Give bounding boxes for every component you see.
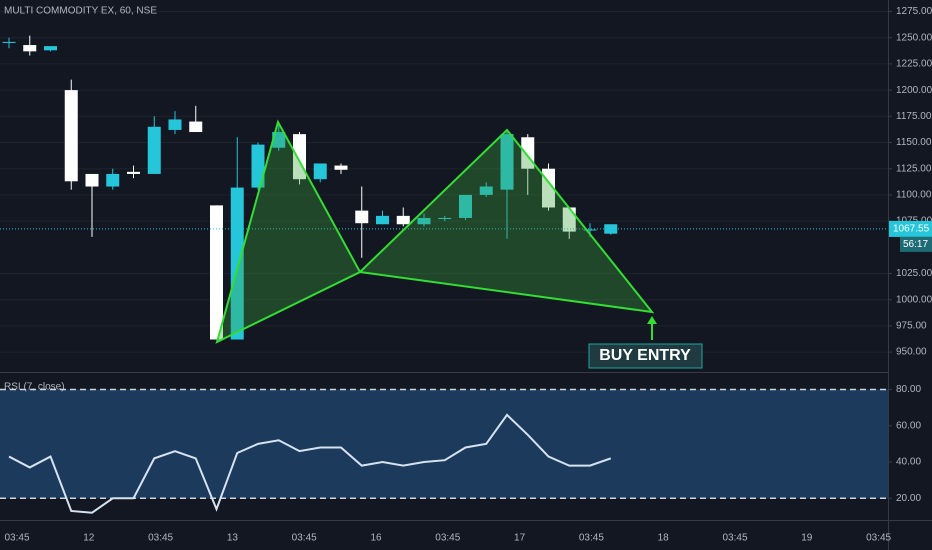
y-tick-label: 1150.00 — [896, 137, 932, 148]
last-price-tag — [889, 220, 932, 237]
candle-body — [479, 186, 493, 195]
y-tick-label: 1175.00 — [896, 111, 932, 122]
x-tick-label: 17 — [514, 533, 526, 544]
candle-body — [459, 194, 472, 218]
candle-body — [251, 144, 265, 188]
y-tick-label: 950.00 — [896, 347, 927, 358]
y-tick-label: 1200.00 — [896, 85, 932, 96]
candle-body — [44, 46, 57, 51]
candle-body — [583, 229, 597, 231]
x-tick-label: 03:45 — [4, 533, 29, 544]
x-tick-label: 16 — [370, 533, 382, 544]
y-tick-label: 80.00 — [896, 384, 921, 395]
candle-body — [189, 121, 203, 133]
candle-body — [147, 126, 161, 174]
countdown: 56:17 — [903, 239, 928, 250]
candle-body — [355, 210, 369, 224]
x-tick-label: 12 — [83, 533, 95, 544]
candle-body — [127, 171, 140, 174]
y-tick-label: 40.00 — [896, 457, 921, 468]
candle-body — [272, 132, 286, 148]
x-tick-label: 18 — [658, 533, 670, 544]
y-tick-label: 20.00 — [896, 493, 921, 504]
candle-body — [334, 165, 348, 170]
y-tick-label: 1225.00 — [896, 59, 932, 70]
candle-body — [376, 215, 389, 225]
candle-body — [604, 224, 618, 234]
annotation: BUY ENTRY — [599, 347, 691, 364]
y-tick-label: 1000.00 — [896, 294, 932, 305]
candle-body — [85, 173, 99, 187]
rsi-band — [0, 389, 888, 499]
x-tick-label: 03:45 — [722, 533, 747, 544]
rsi-line — [8, 413, 612, 514]
candle-body — [23, 45, 37, 52]
x-tick-label: 19 — [801, 533, 813, 544]
y-tick-label: 1100.00 — [896, 190, 932, 201]
y-tick-label: 1025.00 — [896, 268, 932, 279]
candle-body — [230, 187, 244, 340]
candle-body — [210, 205, 223, 340]
y-tick-label: 975.00 — [896, 321, 927, 332]
last-price-label: 1067.55 — [893, 224, 930, 235]
rsi-title: RSI (7, close) — [4, 382, 65, 393]
harmonic-pattern: BUY ENTRY — [215, 119, 703, 369]
x-tick-label: 03:45 — [579, 533, 604, 544]
countdown-tag — [900, 236, 932, 252]
candle-body — [313, 163, 327, 180]
y-tick-label: 1125.00 — [896, 163, 932, 174]
grid — [0, 11, 888, 499]
x-tick-label: 03:45 — [435, 533, 460, 544]
pattern-triangle — [357, 128, 655, 314]
pattern-triangle — [215, 119, 362, 344]
candle-body — [2, 41, 16, 43]
candle-body — [64, 90, 78, 182]
candle-body — [396, 215, 410, 225]
x-tick-label: 03:45 — [292, 533, 317, 544]
y-tick-label: 1275.00 — [896, 6, 932, 17]
candle-body — [168, 119, 182, 130]
candle-body — [438, 217, 452, 220]
chart-title: MULTI COMMODITY EX, 60, NSE — [4, 6, 157, 17]
candle-body — [500, 134, 514, 190]
candle-body — [417, 217, 431, 225]
x-tick-label: 13 — [227, 533, 239, 544]
y-tick-label: 1250.00 — [896, 32, 932, 43]
y-tick-label: 60.00 — [896, 420, 921, 431]
candle-body — [106, 173, 120, 187]
annotation-box — [588, 343, 703, 369]
arrow-head — [647, 316, 657, 324]
x-tick-label: 03:45 — [148, 533, 173, 544]
x-tick-label: 03:45 — [866, 533, 891, 544]
